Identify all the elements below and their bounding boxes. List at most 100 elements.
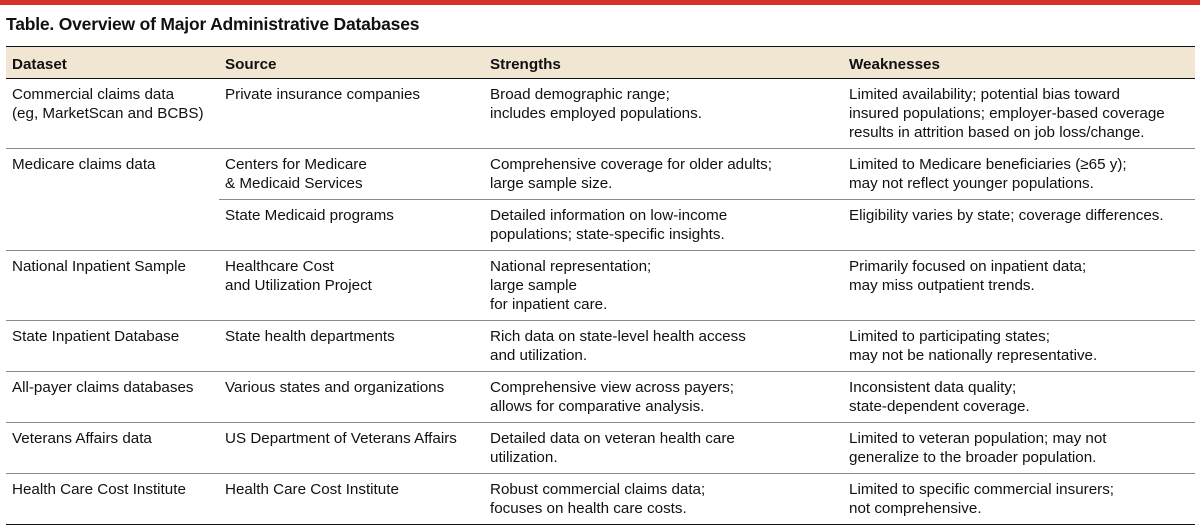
cell-weaknesses: Limited to participating states; may not …	[843, 320, 1195, 372]
cell-text-line: large sample size.	[490, 175, 613, 192]
cell-text-line: Health Care Cost Institute	[225, 481, 399, 498]
cell-text-line: large sample	[490, 277, 577, 294]
cell-text-line: Detailed data on veteran health care	[490, 430, 735, 447]
cell-strengths: Broad demographic range; includes employe…	[484, 78, 843, 149]
cell-text-line: Comprehensive view across payers;	[490, 379, 734, 396]
table-header: Dataset Source Strengths Weaknesses	[6, 46, 1195, 79]
cell-text-line: Eligibility varies by state; coverage di…	[849, 207, 1164, 224]
cell-strengths: Detailed information on low-income popula…	[484, 199, 843, 251]
cell-weaknesses: Eligibility varies by state; coverage di…	[843, 199, 1195, 251]
cell-weaknesses: Limited availability; potential bias tow…	[843, 78, 1195, 149]
cell-source: State health departments	[219, 320, 484, 372]
cell-text-line: All-payer claims databases	[12, 379, 194, 396]
table-row: Health Care Cost Institute Health Care Co…	[6, 473, 1195, 525]
cell-text-line: Various states and organizations	[225, 379, 445, 396]
cell-strengths: Robust commercial claims data; focuses on…	[484, 473, 843, 525]
table-title: Table. Overview of Major Administrative …	[6, 14, 420, 34]
table-row: All-payer claims databases Various states…	[6, 371, 1195, 423]
cell-source: State Medicaid programs	[219, 199, 484, 251]
cell-text-line: State Inpatient Database	[12, 328, 180, 345]
cell-text-line: Centers for Medicare	[225, 156, 367, 173]
cell-text-line: generalize to the broader population.	[849, 449, 1097, 466]
cell-text-line: focuses on health care costs.	[490, 500, 687, 517]
cell-weaknesses: Limited to specific commercial insurers;…	[843, 473, 1195, 525]
cell-text-line: Comprehensive coverage for older adults;	[490, 156, 772, 173]
cell-source: Centers for Medicare & Medicaid Services	[219, 148, 484, 200]
cell-text-line: Inconsistent data quality;	[849, 379, 1017, 396]
cell-text-line: Robust commercial claims data;	[490, 481, 706, 498]
table-row: National Inpatient Sample Healthcare Cost…	[6, 250, 1195, 321]
cell-text-line: allows for comparative analysis.	[490, 398, 705, 415]
header-dataset: Dataset	[6, 46, 219, 79]
table-row: Commercial claims data (eg, MarketScan an…	[6, 78, 1195, 149]
cell-text-line: state-dependent coverage.	[849, 398, 1030, 415]
cell-text-line: results in attrition based on job loss/c…	[849, 124, 1145, 141]
cell-text-line: Limited to participating states;	[849, 328, 1050, 345]
cell-text-line: Limited to veteran population; may not	[849, 430, 1107, 447]
cell-strengths: National representation; large sample for …	[484, 250, 843, 321]
cell-text-line: National Inpatient Sample	[12, 258, 186, 275]
cell-dataset	[6, 199, 219, 251]
cell-dataset: All-payer claims databases	[6, 371, 219, 423]
cell-text-line: National representation;	[490, 258, 652, 275]
cell-dataset: Health Care Cost Institute	[6, 473, 219, 525]
cell-text-line: Healthcare Cost	[225, 258, 334, 275]
cell-text-line: (eg, MarketScan and BCBS)	[12, 105, 204, 122]
cell-dataset: State Inpatient Database	[6, 320, 219, 372]
databases-table: Dataset Source Strengths Weaknesses Comm…	[6, 46, 1195, 525]
cell-strengths: Detailed data on veteran health care util…	[484, 422, 843, 474]
cell-text-line: Detailed information on low-income	[490, 207, 728, 224]
cell-text-line: US Department of Veterans Affairs	[225, 430, 457, 447]
cell-text-line: insured populations; employer-based cove…	[849, 105, 1165, 122]
cell-weaknesses: Primarily focused on inpatient data; may …	[843, 250, 1195, 321]
cell-strengths: Comprehensive coverage for older adults;…	[484, 148, 843, 200]
cell-text-line: Limited availability; potential bias tow…	[849, 86, 1120, 103]
top-accent-rule	[0, 0, 1200, 5]
cell-source: Private insurance companies	[219, 78, 484, 149]
cell-text-line: may miss outpatient trends.	[849, 277, 1035, 294]
cell-strengths: Comprehensive view across payers; allows …	[484, 371, 843, 423]
cell-weaknesses: Inconsistent data quality; state-dependen…	[843, 371, 1195, 423]
cell-source: Healthcare Cost and Utilization Project	[219, 250, 484, 321]
header-weaknesses: Weaknesses	[843, 46, 1195, 79]
cell-dataset: Commercial claims data (eg, MarketScan an…	[6, 78, 219, 149]
table-container: Dataset Source Strengths Weaknesses Comm…	[6, 46, 1195, 525]
cell-text-line: populations; state-specific insights.	[490, 226, 725, 243]
cell-source: US Department of Veterans Affairs	[219, 422, 484, 474]
table-row: Medicare claims data Centers for Medicare…	[6, 148, 1195, 200]
cell-text-line: Rich data on state-level health access	[490, 328, 746, 345]
table-row: State Medicaid programs Detailed informat…	[6, 199, 1195, 251]
table-row: Veterans Affairs data US Department of Ve…	[6, 422, 1195, 474]
cell-text-line: Limited to Medicare beneficiaries (≥65 y…	[849, 156, 1127, 173]
cell-dataset: Veterans Affairs data	[6, 422, 219, 474]
cell-text-line: may not be nationally representative.	[849, 347, 1098, 364]
cell-text-line: Private insurance companies	[225, 86, 421, 103]
cell-dataset: National Inpatient Sample	[6, 250, 219, 321]
cell-text-line: & Medicaid Services	[225, 175, 363, 192]
cell-source: Health Care Cost Institute	[219, 473, 484, 525]
cell-text-line: Commercial claims data	[12, 86, 175, 103]
cell-weaknesses: Limited to veteran population; may not ge…	[843, 422, 1195, 474]
cell-text-line: includes employed populations.	[490, 105, 702, 122]
cell-text-line: Veterans Affairs data	[12, 430, 152, 447]
header-row: Dataset Source Strengths Weaknesses	[6, 46, 1195, 79]
cell-source: Various states and organizations	[219, 371, 484, 423]
table-body: Commercial claims data (eg, MarketScan an…	[6, 78, 1195, 525]
cell-text-line: Limited to specific commercial insurers;	[849, 481, 1115, 498]
cell-text-line: and utilization.	[490, 347, 588, 364]
cell-text-line: and Utilization Project	[225, 277, 372, 294]
cell-text-line: not comprehensive.	[849, 500, 982, 517]
cell-strengths: Rich data on state-level health access an…	[484, 320, 843, 372]
cell-text-line: utilization.	[490, 449, 558, 466]
cell-text-line: State Medicaid programs	[225, 207, 394, 224]
cell-text-line: Primarily focused on inpatient data;	[849, 258, 1087, 275]
cell-text-line: Medicare claims data	[12, 156, 156, 173]
cell-text-line: for inpatient care.	[490, 296, 608, 313]
cell-dataset: Medicare claims data	[6, 149, 219, 200]
cell-text-line: Health Care Cost Institute	[12, 481, 186, 498]
cell-text-line: Broad demographic range;	[490, 86, 670, 103]
cell-weaknesses: Limited to Medicare beneficiaries (≥65 y…	[843, 148, 1195, 200]
table-row: State Inpatient Database State health dep…	[6, 320, 1195, 372]
header-strengths: Strengths	[484, 46, 843, 79]
